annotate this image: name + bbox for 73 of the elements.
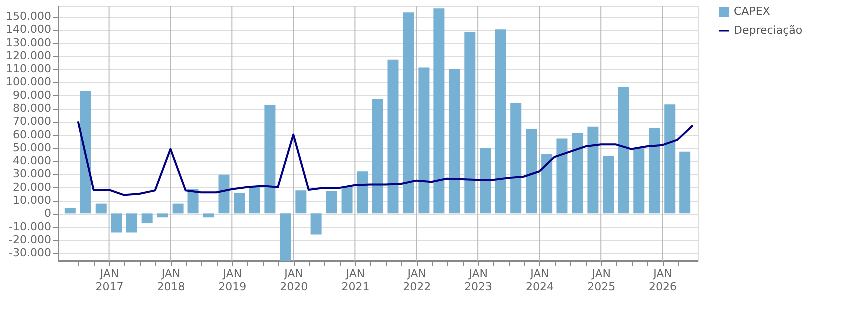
bar [556, 138, 568, 214]
bar [418, 68, 430, 214]
x-tick-label: JAN 2019 [218, 268, 247, 294]
bar [449, 69, 460, 214]
bar [680, 152, 691, 214]
y-tick-label: 30.000 [13, 168, 52, 181]
bar [510, 103, 522, 214]
bar [572, 134, 584, 214]
y-tick-label: 110.000 [6, 62, 52, 76]
bar [310, 214, 322, 235]
bar [234, 193, 246, 214]
x-tick-label: JAN 2018 [157, 268, 186, 294]
bar [142, 214, 153, 224]
bar [218, 174, 230, 214]
bar [480, 148, 492, 214]
x-tick-label: JAN 2017 [96, 268, 124, 294]
x-tick-label: JAN 2024 [526, 268, 554, 294]
bar [618, 87, 630, 214]
bar [388, 60, 399, 214]
legend-label: CAPEX [734, 5, 771, 18]
bar [403, 12, 414, 214]
bar [80, 91, 92, 214]
bar [588, 126, 599, 214]
y-tick-label: 60.000 [13, 128, 52, 142]
y-tick-label: -20.000 [9, 233, 52, 246]
bar [96, 204, 107, 214]
y-tick-label: 150.000 [6, 10, 52, 24]
bar [495, 30, 506, 214]
y-tick-label: 40.000 [13, 154, 52, 168]
bar [126, 214, 138, 233]
y-tick-label: 10.000 [13, 194, 52, 208]
bar [296, 190, 307, 214]
y-tick-label: 50.000 [13, 141, 52, 154]
y-tick-label: 140.000 [6, 23, 52, 36]
bar [434, 8, 445, 214]
bar [203, 214, 214, 218]
bar [357, 172, 368, 214]
y-tick-label: 100.000 [6, 76, 52, 89]
y-tick-label: 20.000 [13, 180, 52, 194]
bar [280, 214, 292, 261]
bar [249, 187, 260, 214]
x-tick-label: JAN 2020 [280, 268, 308, 294]
y-tick-label: 130.000 [6, 36, 52, 50]
bar [634, 148, 645, 214]
bar [188, 189, 199, 214]
x-tick-label: JAN 2021 [342, 268, 370, 294]
bar [464, 32, 476, 214]
x-tick-label: JAN 2022 [403, 268, 432, 294]
bar [542, 154, 553, 214]
bar [326, 191, 338, 214]
bar [649, 128, 660, 214]
y-tick-label: 0 [44, 207, 52, 220]
bar [664, 104, 676, 214]
bar [64, 208, 76, 214]
bar [111, 214, 122, 233]
bar [157, 214, 168, 218]
bar [172, 204, 184, 214]
x-tick-label: JAN 2025 [588, 268, 616, 294]
y-tick-label: -30.000 [9, 246, 52, 260]
y-tick-label: 90.000 [13, 88, 52, 102]
x-tick-label: JAN 2026 [649, 268, 678, 294]
legend-label: Depreciação [734, 24, 803, 37]
bar [526, 130, 538, 214]
bar [264, 105, 276, 214]
bar [372, 99, 384, 214]
y-tick-label: -10.000 [9, 220, 52, 234]
y-tick-label: 120.000 [6, 49, 52, 62]
bar [603, 156, 614, 214]
y-tick-label: 80.000 [13, 102, 52, 116]
bar [342, 187, 353, 214]
y-tick-label: 70.000 [13, 115, 52, 128]
line-series [77, 120, 694, 196]
x-tick-label: JAN 2023 [464, 268, 493, 294]
